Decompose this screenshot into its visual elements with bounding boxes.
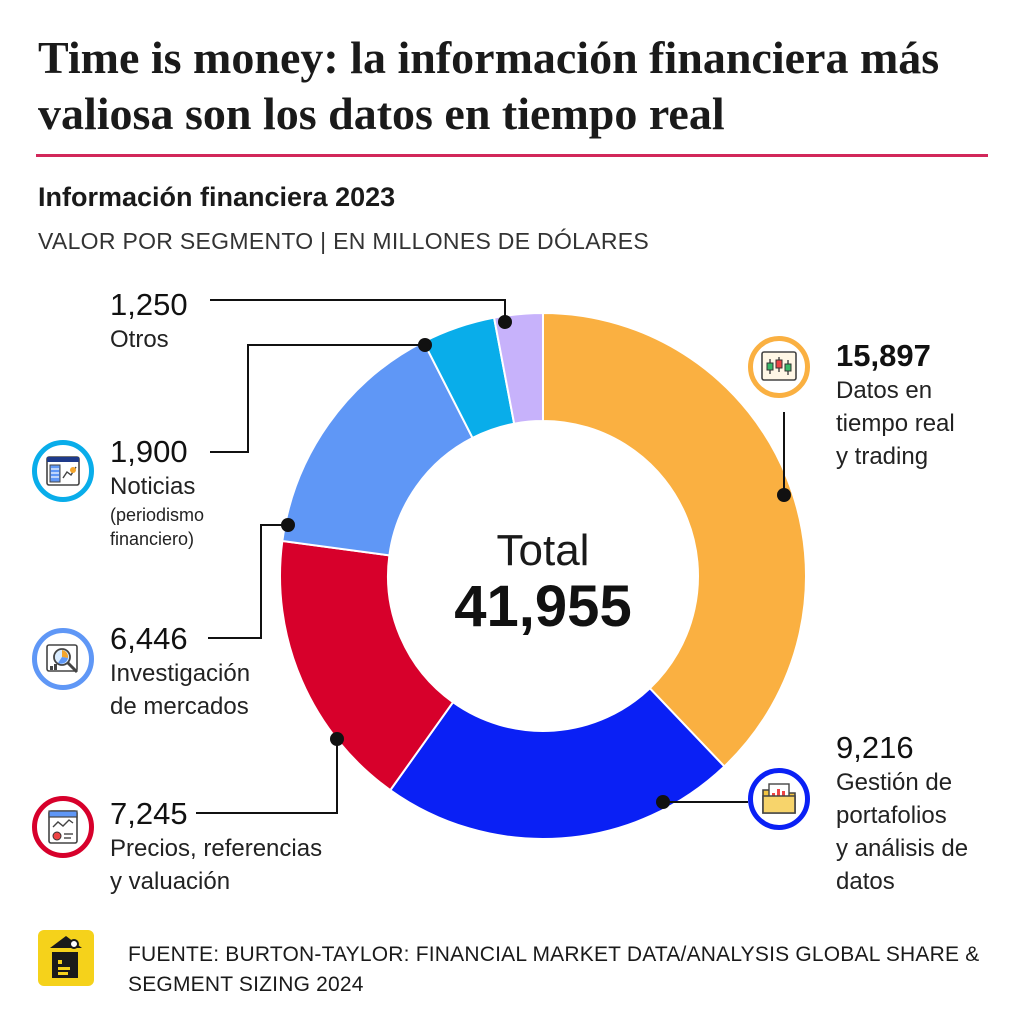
leader-dot-gestion-portafolios [656,795,670,809]
name-gestion-portafolios-4: datos [836,868,895,895]
name-investigacion-1: Investigación [110,660,251,687]
trading-chart-icon [748,336,810,398]
name-noticias-1: Noticias [110,473,196,500]
label-precios: 7,245 Precios, referencias y valuación [110,796,322,898]
total-value: 41,955 [454,574,632,639]
label-datos-tiempo-real: 15,897 Datos en tiempo real y trading [836,338,955,473]
price-report-icon [32,796,94,858]
leader-line-noticias [210,344,425,453]
name-gestion-portafolios-2: portafolios [836,802,947,829]
name-gestion-portafolios-1: Gestión de [836,769,953,796]
leader-dot-precios [330,732,344,746]
title-divider [36,154,988,157]
leader-dot-otros [498,315,512,329]
value-noticias: 1,900 [110,434,188,469]
leader-dot-noticias [418,338,432,352]
publisher-logo-icon [38,930,94,986]
name-precios-1: Precios, referencias [110,835,323,862]
name-datos-tiempo-real-3: y trading [836,443,929,470]
leader-dot-investigacion [281,518,295,532]
news-dashboard-icon [32,440,94,502]
note-noticias-1: (periodismo [110,505,205,525]
leader-line-investigacion [208,524,288,639]
name-datos-tiempo-real-1: Datos en [836,377,933,404]
chart-title: Información financiera 2023 [38,182,396,212]
name-datos-tiempo-real-2: tiempo real [836,410,955,437]
leader-dot-datos-tiempo-real [777,488,791,502]
value-precios: 7,245 [110,796,188,831]
leader-line-precios [196,739,338,814]
value-investigacion: 6,446 [110,621,188,656]
name-precios-2: y valuación [110,868,231,895]
name-gestion-portafolios-3: y análisis de [836,835,969,862]
value-gestion-portafolios: 9,216 [836,730,914,765]
portfolio-folder-icon [748,768,810,830]
slice-precios [279,539,455,792]
total-block: Total 41,955 [393,526,693,638]
total-label: Total [496,526,590,575]
name-investigacion-2: de mercados [110,693,249,720]
name-otros-1: Otros [110,326,169,353]
label-otros: 1,250 Otros [110,287,188,356]
page-title: Time is money: la información financiera… [38,32,940,139]
slice-otros [492,311,544,425]
source-note: FUENTE: BURTON-TAYLOR: FINANCIAL MARKET … [128,943,980,996]
label-gestion-portafolios: 9,216 Gestión de portafolios y análisis … [836,730,968,898]
value-datos-tiempo-real: 15,897 [836,338,931,373]
label-noticias: 1,900 Noticias (periodismo financiero) [110,434,204,551]
leader-line-otros [210,299,506,322]
note-noticias-2: financiero) [110,529,195,549]
slice-datos-tiempo-real [542,311,808,768]
slice-gestion-portafolios [388,686,726,840]
value-otros: 1,250 [110,287,188,322]
label-investigacion: 6,446 Investigación de mercados [110,621,250,723]
chart-subtitle: VALOR POR SEGMENTO | EN MILLONES DE DÓLA… [38,228,650,254]
market-research-icon [32,628,94,690]
